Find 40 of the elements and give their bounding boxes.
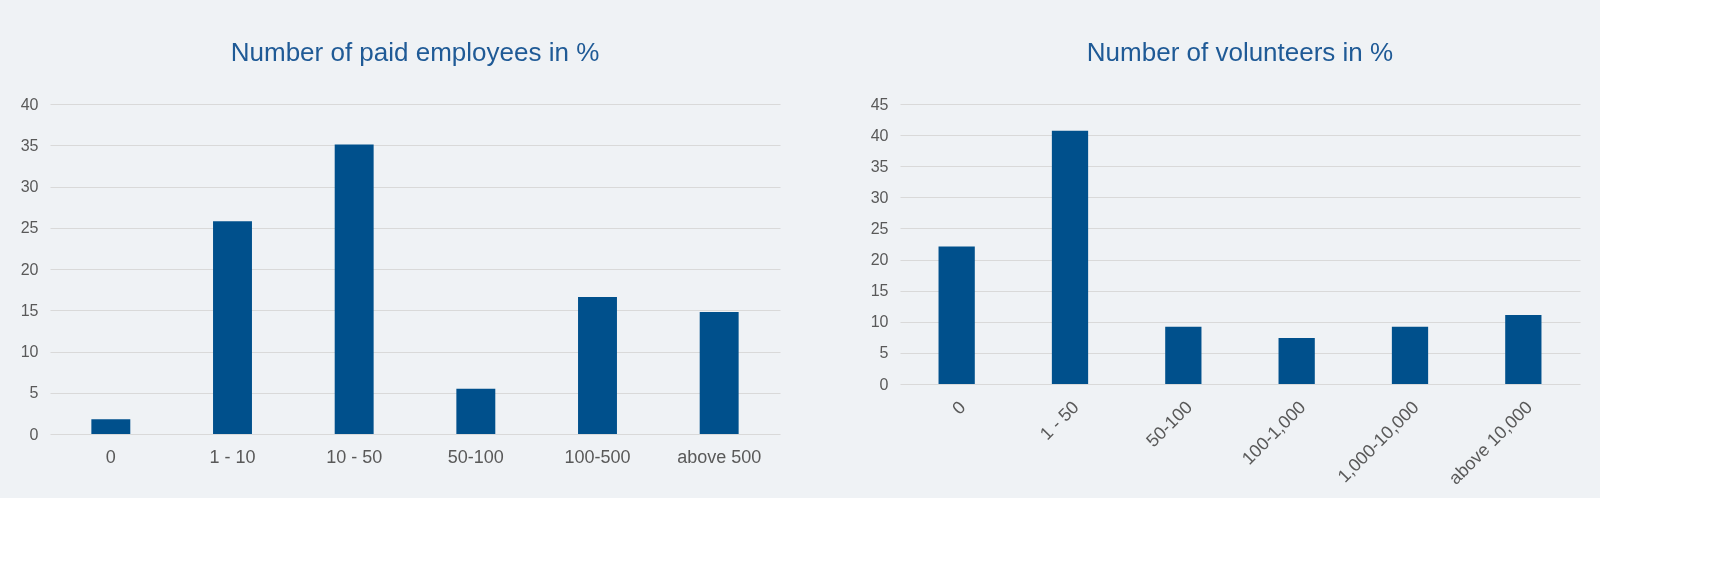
chart-title: Number of paid employees in % — [230, 37, 600, 67]
bar — [699, 311, 739, 434]
bar — [456, 388, 496, 434]
bar — [938, 246, 975, 384]
y-tick-label: 25 — [20, 219, 39, 237]
bar — [213, 221, 252, 434]
x-tick-label: 0 — [948, 397, 970, 419]
y-tick-label: 25 — [870, 219, 889, 237]
x-tick-label: above 500 — [677, 446, 762, 467]
y-tick-label: 10 — [870, 313, 889, 331]
y-tick-label: 20 — [20, 260, 39, 278]
bar — [1505, 314, 1542, 384]
bar — [334, 144, 374, 434]
x-tick-label: 0 — [105, 446, 116, 467]
y-tick-label: 0 — [879, 375, 889, 393]
x-tick-label: 1 - 10 — [209, 446, 256, 467]
x-tick-label: 1 - 50 — [1036, 397, 1083, 444]
y-tick-label: 40 — [870, 126, 889, 144]
bar — [1165, 326, 1202, 384]
bar — [578, 297, 617, 434]
y-tick-label: 35 — [20, 136, 39, 154]
x-tick-label: 100-500 — [564, 446, 631, 467]
chart-title: Number of volunteers in % — [1086, 37, 1394, 67]
y-tick-label: 15 — [870, 282, 889, 300]
bar — [1278, 337, 1315, 384]
y-tick-label: 30 — [20, 178, 39, 195]
y-tick-label: 45 — [870, 95, 889, 113]
y-tick-label: 5 — [879, 344, 889, 362]
y-tick-label: 30 — [870, 188, 889, 206]
x-tick-label: 10 - 50 — [326, 446, 383, 467]
bar — [1051, 130, 1089, 384]
y-tick-label: 20 — [870, 251, 889, 269]
y-tick-label: 35 — [870, 157, 889, 175]
bar — [1391, 326, 1429, 384]
bar — [91, 419, 131, 434]
y-tick-label: 5 — [29, 384, 39, 402]
y-tick-label: 15 — [20, 301, 39, 319]
y-tick-label: 40 — [20, 95, 39, 113]
y-tick-label: 10 — [20, 343, 39, 360]
x-tick-label: 50-100 — [447, 446, 504, 467]
